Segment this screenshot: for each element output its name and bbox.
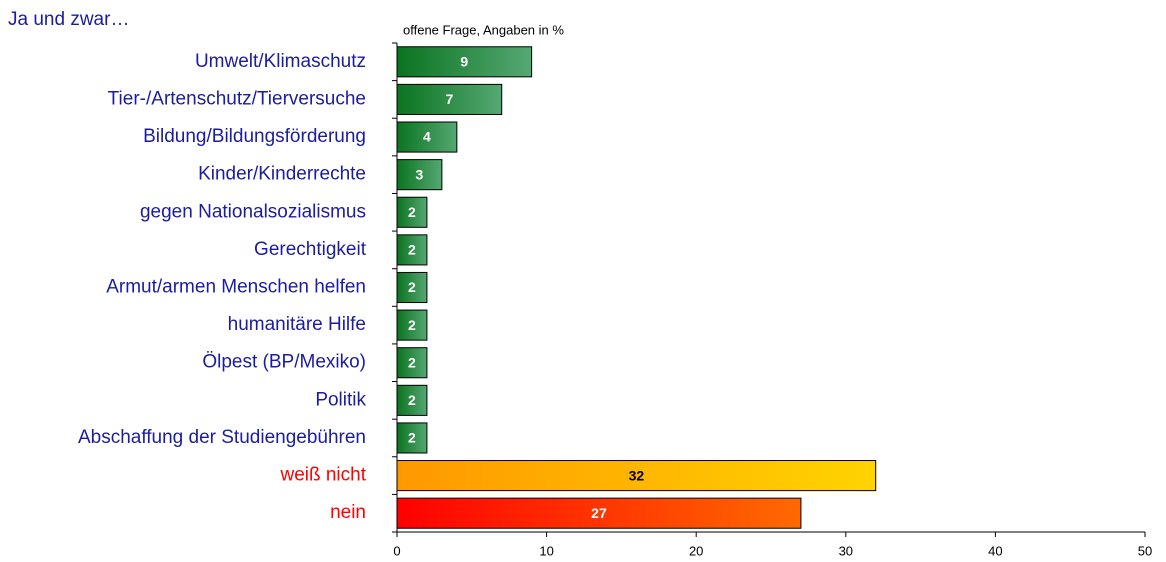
bar [396, 271, 428, 304]
bar [396, 234, 428, 266]
bar [396, 460, 877, 492]
category-label: Armut/armen Menschen helfen [106, 277, 366, 298]
chart-title: Ja und zwar… [8, 9, 129, 30]
bar [396, 159, 443, 191]
x-tick-label: 50 [1138, 543, 1152, 558]
bar [396, 46, 533, 78]
bar [396, 497, 802, 529]
category-label: Tier-/Artenschutz/Tierversuche [108, 88, 366, 109]
value-label: 2 [408, 354, 416, 370]
x-tick-label: 0 [393, 543, 400, 558]
value-label: 7 [445, 91, 453, 107]
value-label: 27 [591, 505, 607, 521]
x-tick-label: 40 [988, 543, 1002, 558]
bar [396, 347, 428, 379]
bar [396, 309, 428, 341]
x-tick-label: 20 [689, 543, 703, 558]
value-label: 2 [408, 279, 416, 295]
value-label: 32 [629, 467, 645, 483]
category-label: Gerechtigkeit [254, 239, 367, 260]
bar [396, 196, 428, 228]
category-label: Ölpest (BP/Mexiko) [202, 352, 366, 373]
category-label: nein [330, 502, 366, 523]
x-tick-label: 10 [539, 543, 553, 558]
category-label: Abschaffung der Studiengebühren [78, 427, 366, 448]
bar [396, 422, 428, 454]
value-label: 3 [416, 166, 424, 182]
bar [396, 83, 503, 115]
category-label: Bildung/Bildungsförderung [143, 126, 366, 147]
value-label: 2 [408, 242, 416, 258]
category-label: Politik [315, 389, 366, 410]
category-label: weiß nicht [279, 465, 366, 486]
value-label: 2 [408, 317, 416, 333]
category-label: gegen Nationalsozialismus [140, 201, 366, 222]
bar [396, 384, 428, 416]
chart-subtitle: offene Frage, Angaben in % [403, 22, 564, 37]
value-label: 2 [408, 430, 416, 446]
value-label: 9 [460, 54, 468, 70]
x-tick-label: 30 [839, 543, 853, 558]
value-label: 2 [408, 392, 416, 408]
category-label: Kinder/Kinderrechte [198, 164, 366, 185]
category-label: Umwelt/Klimaschutz [195, 51, 366, 72]
value-label: 2 [408, 204, 416, 220]
value-label: 4 [423, 129, 431, 145]
bar [396, 121, 458, 153]
category-label: humanitäre Hilfe [228, 314, 366, 335]
